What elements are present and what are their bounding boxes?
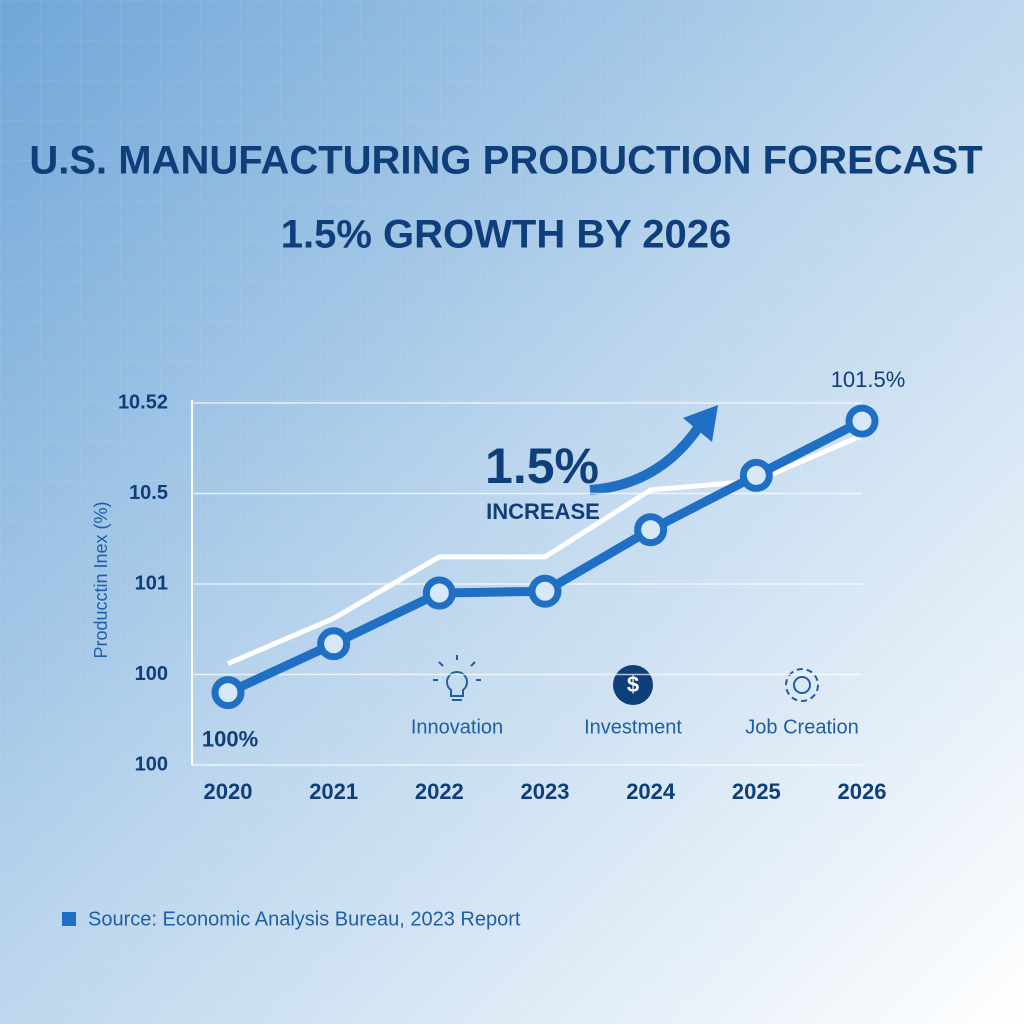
- y-tick-label: 100: [135, 753, 168, 775]
- chart-subtitle: 1.5% GROWTH BY 2026: [281, 213, 732, 257]
- arrow-head: [683, 405, 718, 442]
- x-tick-label: 2022: [415, 779, 464, 804]
- highlight-label: Investment: [584, 716, 682, 738]
- investment-icon: $: [613, 665, 653, 705]
- x-tick-label: 2026: [838, 779, 887, 804]
- value-label: 100%: [202, 726, 258, 751]
- value-label: 101.5%: [831, 367, 906, 392]
- data-point: [211, 676, 245, 710]
- data-point: [739, 458, 773, 492]
- highlight-label: Innovation: [411, 716, 503, 738]
- arrow-shaft: [589, 422, 705, 495]
- annotation-value: 1.5%: [485, 438, 599, 494]
- y-tick-label: 100: [135, 663, 168, 685]
- y-tick-label: 10.5: [129, 482, 168, 504]
- x-tick-label: 2021: [309, 779, 358, 804]
- svg-text:$: $: [627, 672, 639, 697]
- arrow: [589, 405, 718, 495]
- source: Source: Economic Analysis Bureau, 2023 R…: [88, 908, 521, 930]
- x-tick-label: 2025: [732, 779, 781, 804]
- y-tick-label: 101: [135, 572, 168, 594]
- x-tick-label: 2023: [521, 779, 570, 804]
- job-creation-icon: [785, 668, 819, 702]
- x-tick-label: 2020: [204, 779, 253, 804]
- data-point: [845, 404, 879, 438]
- data-point: [528, 574, 562, 608]
- highlight-label: Job Creation: [745, 716, 858, 738]
- source-marker: [62, 912, 76, 926]
- data-point: [317, 627, 351, 661]
- chart-title: U.S. MANUFACTURING PRODUCTION FORECAST: [29, 139, 982, 183]
- data-point: [422, 576, 456, 610]
- y-tick-label: 10.52: [118, 391, 168, 413]
- x-tick-label: 2024: [626, 779, 676, 804]
- data-point: [634, 513, 668, 547]
- innovation-icon: [433, 655, 481, 701]
- annotation-label: INCREASE: [486, 499, 600, 524]
- y-axis-label: Producctin Inex (%): [91, 501, 111, 658]
